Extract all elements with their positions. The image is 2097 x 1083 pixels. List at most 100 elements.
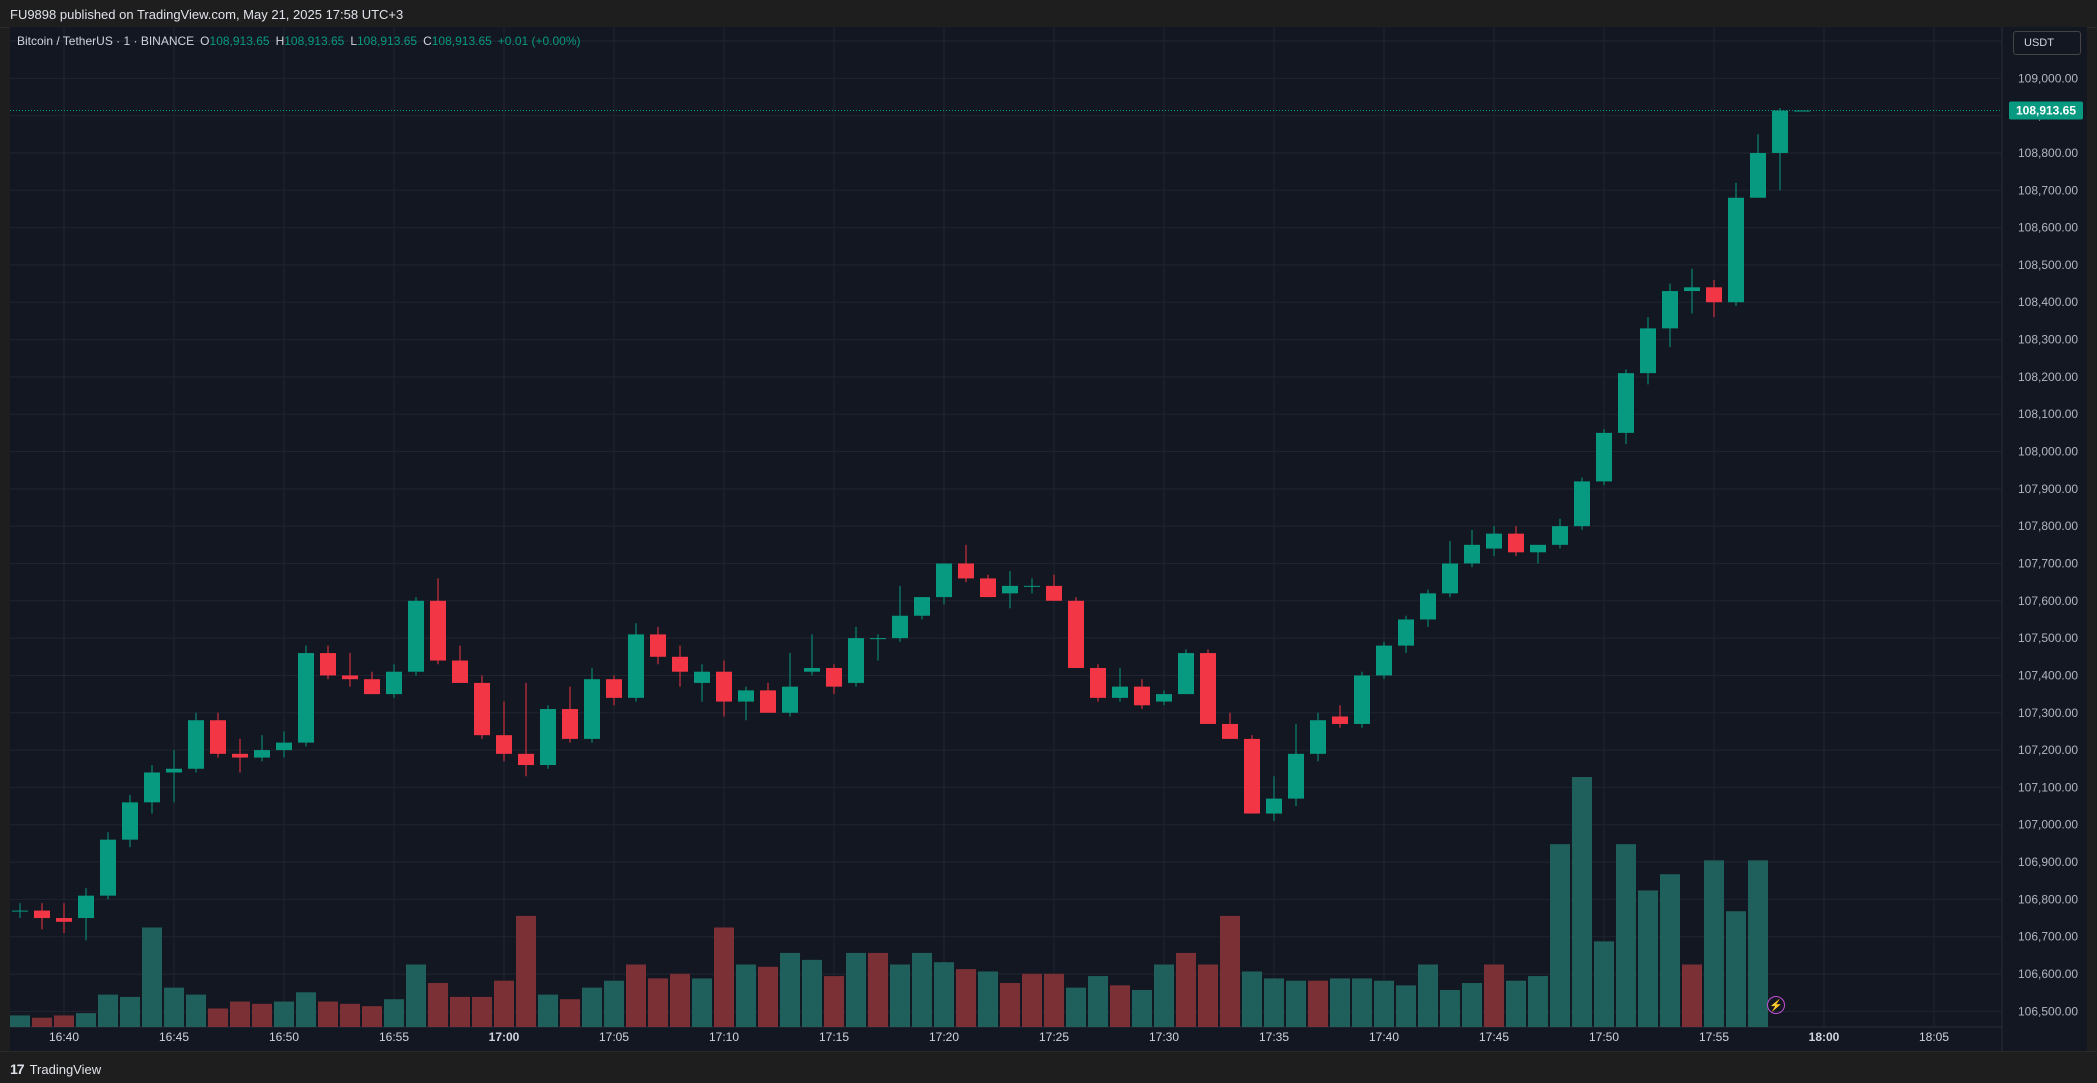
candle-up [1596, 432, 1612, 482]
price-tick-label: 107,700.00 [2018, 556, 2078, 570]
candle-up [1486, 533, 1502, 549]
volume-bar [1088, 976, 1108, 1027]
candle-down [606, 679, 622, 698]
volume-bar [406, 964, 426, 1027]
candle-up [122, 802, 138, 840]
candle-down [56, 918, 72, 922]
candle-down [1090, 667, 1106, 698]
price-tick-label: 108,600.00 [2018, 221, 2078, 235]
volume-bar [582, 987, 602, 1027]
volume-bar [802, 959, 822, 1027]
brand-name: TradingView [29, 1061, 102, 1077]
candle-up [276, 742, 292, 751]
price-tick-label: 107,400.00 [2018, 668, 2078, 682]
candle-down [518, 753, 534, 766]
price-tick-label: 106,900.00 [2018, 855, 2078, 869]
volume-bar [1220, 915, 1240, 1027]
volume-bar [1022, 973, 1042, 1027]
volume-bar [1572, 777, 1592, 1027]
time-tick-label: 16:50 [269, 1030, 299, 1044]
candle-up [628, 634, 644, 698]
candle-down [1222, 723, 1238, 739]
candle-up [584, 679, 600, 739]
price-tick-label: 107,100.00 [2018, 780, 2078, 794]
time-tick-label: 16:40 [49, 1030, 79, 1044]
volume-bar [296, 992, 316, 1027]
candle-up [1772, 110, 1788, 153]
volume-bar [538, 994, 558, 1027]
candle-up [298, 653, 314, 743]
volume-bar [1374, 980, 1394, 1027]
legend-high: H 108,913.65 [275, 34, 345, 48]
volume-bar [98, 994, 118, 1027]
candle-down [562, 709, 578, 739]
volume-bar [978, 971, 998, 1027]
volume-bar [824, 976, 844, 1027]
currency-selector[interactable]: USDT [2013, 31, 2081, 55]
volume-bar [54, 1015, 74, 1027]
price-tick-label: 107,900.00 [2018, 482, 2078, 496]
volume-bar [1506, 980, 1526, 1027]
price-tick-label: 107,200.00 [2018, 743, 2078, 757]
candle-up [78, 895, 94, 919]
time-tick-label: 17:35 [1259, 1030, 1289, 1044]
volume-bar [1308, 980, 1328, 1027]
plot-background [10, 27, 2002, 1027]
price-tick-label: 109,000.00 [2018, 71, 2078, 85]
price-tick-label: 106,600.00 [2018, 967, 2078, 981]
candle-down [1332, 716, 1348, 724]
candle-up [738, 690, 754, 702]
volume-bar [1638, 890, 1658, 1027]
volume-bar [10, 1015, 30, 1027]
volume-bar [1660, 874, 1680, 1027]
price-tick-label: 108,300.00 [2018, 333, 2078, 347]
candle-up [1376, 645, 1392, 676]
symbol-legend: Bitcoin / TetherUS · 1 · BINANCE O 108,91… [17, 34, 581, 48]
candle-up [12, 910, 28, 912]
candle-up [1002, 585, 1018, 594]
candle-up [188, 720, 204, 769]
volume-bar [1396, 985, 1416, 1027]
time-tick-label: 17:25 [1039, 1030, 1069, 1044]
price-tick-label: 107,600.00 [2018, 594, 2078, 608]
volume-bar [76, 1013, 96, 1027]
volume-bar [736, 964, 756, 1027]
volume-bar [714, 927, 734, 1027]
volume-bar [626, 964, 646, 1027]
time-tick-label: 17:40 [1369, 1030, 1399, 1044]
candle-up [1354, 675, 1370, 724]
legend-change: +0.01 (+0.00%) [497, 34, 581, 48]
volume-bar [1132, 989, 1152, 1027]
price-chart[interactable]: 106,500.00 106,600.00 106,700.00 106,800.00… [0, 27, 2097, 1051]
candle-down [958, 563, 974, 579]
volume-bar [1176, 952, 1196, 1027]
volume-bar [780, 952, 800, 1027]
candle-up [1728, 197, 1744, 303]
candle-up [804, 667, 820, 672]
symbol-title[interactable]: Bitcoin / TetherUS · 1 · BINANCE [17, 34, 195, 48]
candle-up [1750, 152, 1766, 198]
tradingview-logo-icon: 17 [10, 1061, 25, 1077]
candle-down [1508, 533, 1524, 553]
volume-bar [516, 915, 536, 1027]
volume-bar [1330, 978, 1350, 1027]
time-tick-label: 17:20 [929, 1030, 959, 1044]
time-tick-label: 17:00 [489, 1030, 520, 1044]
candle-up [166, 768, 182, 773]
volume-bar [1352, 978, 1372, 1027]
last-price-badge [2009, 101, 2083, 120]
tradingview-brand[interactable]: 17 TradingView [10, 1061, 101, 1077]
candle-down [210, 720, 226, 754]
candle-up [100, 839, 116, 896]
lightning-icon[interactable]: ⚡ [1767, 996, 1785, 1014]
volume-bar [890, 964, 910, 1027]
candle-up [254, 750, 270, 758]
legend-close: C 108,913.65 [423, 34, 492, 48]
candle-down [232, 753, 248, 758]
price-tick-label: 108,400.00 [2018, 295, 2078, 309]
volume-bar [186, 994, 206, 1027]
candle-down [34, 910, 50, 919]
price-tick-label: 107,500.00 [2018, 631, 2078, 645]
price-tick-label: 107,300.00 [2018, 706, 2078, 720]
candle-up [1464, 544, 1480, 564]
